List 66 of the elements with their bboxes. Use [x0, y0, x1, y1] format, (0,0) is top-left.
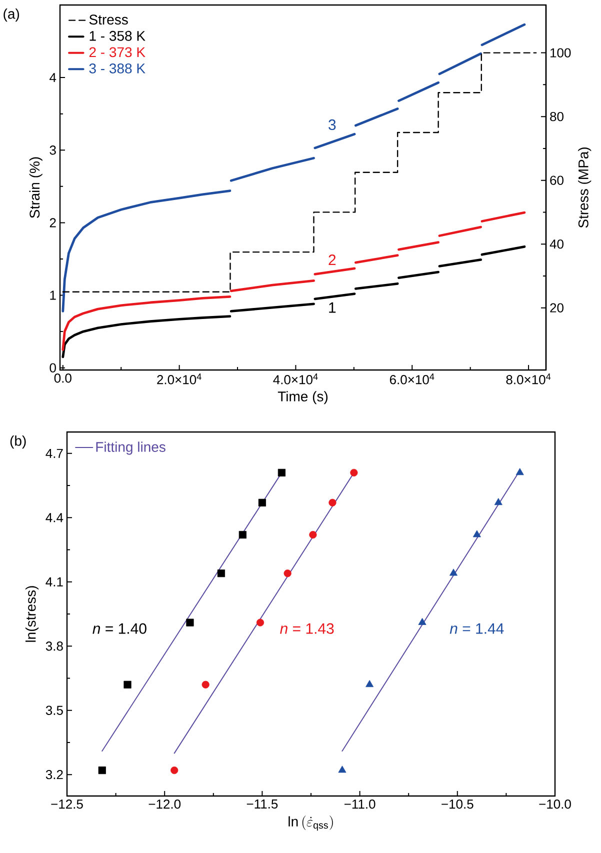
point	[124, 680, 132, 688]
point	[98, 766, 106, 774]
y-tick-label: 3.5	[46, 706, 63, 715]
point	[494, 498, 502, 506]
text: (b)	[10, 436, 26, 449]
legend-label: Fitting lines	[96, 442, 166, 455]
text: (a)	[4, 8, 20, 22]
point	[256, 618, 264, 626]
legend-label: 1 - 358 K	[90, 30, 146, 41]
y2-tick-label: 80	[550, 112, 564, 122]
y-tick-label: 1	[50, 290, 56, 300]
y-tick-label: 4.7	[46, 448, 63, 458]
point	[449, 568, 458, 576]
point	[309, 530, 317, 539]
x-tick-label: −11.5	[246, 800, 278, 809]
point	[238, 530, 246, 539]
y-tick-label: 3.8	[46, 642, 63, 651]
legend-label: Stress	[89, 14, 128, 25]
legend-label: 2 - 373 K	[89, 47, 146, 58]
x-tick-label: −10.0	[539, 800, 571, 809]
annotation: 3	[328, 119, 336, 130]
x-tick-label: 8.0×10$^{4}$	[506, 374, 551, 384]
y-tick-label: 4.4	[46, 513, 64, 522]
x-tick-label: −12.5	[51, 800, 83, 809]
x-axis-title: Time (s)	[278, 391, 328, 404]
x-tick-label: −11.0	[344, 800, 376, 809]
point	[328, 498, 336, 506]
point	[516, 468, 524, 476]
y2-tick-label: 40	[550, 239, 564, 249]
y-tick-label: 2	[50, 218, 56, 228]
x-axis-title: $\mathrm{ln}\,(\dot{\varepsilon}_{\mathrm{qss}})$	[288, 816, 333, 831]
point	[202, 680, 210, 688]
annotation: 1	[329, 302, 336, 313]
point	[258, 498, 266, 506]
point	[418, 618, 426, 625]
y2-tick-label: 60	[550, 176, 564, 185]
y2-tick-label: 100	[550, 48, 571, 58]
point	[338, 766, 346, 773]
point	[366, 680, 374, 688]
y2-tick-label: 20	[550, 303, 564, 312]
annotation: 2	[328, 254, 336, 265]
point	[217, 570, 226, 578]
y-tick-label: 0	[50, 363, 56, 372]
legend-label: 3 - 388 K	[89, 63, 146, 74]
point	[472, 530, 481, 538]
x-tick-label: 0.0	[54, 374, 72, 383]
x-tick-label: −12.0	[148, 800, 181, 809]
annotation: n = 1.40	[92, 623, 146, 634]
y-axis-title: Strain (%)	[29, 157, 42, 218]
y-tick-label: 3	[50, 146, 56, 155]
y-tick-label: 3.2	[46, 770, 63, 780]
x-tick-label: −10.5	[442, 800, 474, 809]
x-tick-label: 4.0×10$^{4}$	[273, 374, 318, 384]
point	[284, 570, 292, 578]
annotation: n = 1.44	[450, 623, 504, 634]
annotation: n = 1.43	[280, 623, 334, 634]
y2-axis-title: Stress (MPa)	[578, 148, 592, 228]
point	[186, 618, 194, 626]
y-tick-label: 4	[50, 73, 56, 82]
y-tick-label: 4.1	[46, 577, 63, 586]
x-tick-label: 2.0×10$^{4}$	[157, 374, 202, 384]
x-tick-label: 6.0×10$^{4}$	[390, 374, 434, 384]
point	[350, 468, 358, 476]
y-axis-title: ln(stress)	[25, 586, 39, 642]
point	[170, 766, 178, 774]
point	[278, 468, 286, 476]
